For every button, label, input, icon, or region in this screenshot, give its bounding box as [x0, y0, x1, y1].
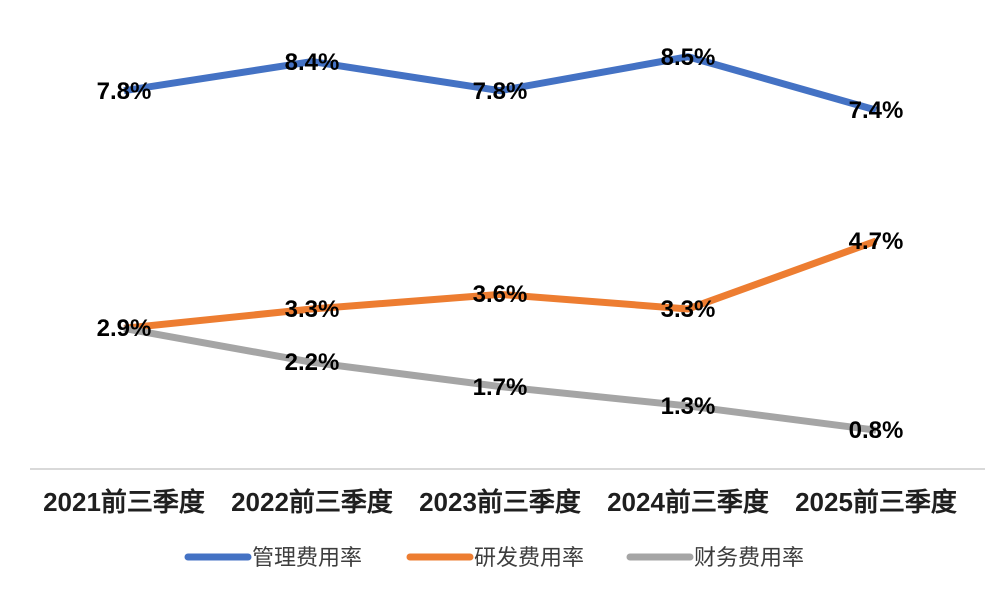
series-line-1	[123, 237, 878, 332]
series-line-0	[123, 53, 877, 114]
data-label-2-4: 0.8%	[849, 417, 904, 444]
legend-label-1: 研发费用率	[474, 545, 584, 570]
data-label-0-2: 7.8%	[473, 78, 528, 105]
data-label-0-0: 7.8%	[97, 78, 152, 105]
x-axis-label-2: 2023前三季度	[419, 487, 581, 517]
data-label-1-1: 3.3%	[285, 296, 340, 323]
legend-item-2: 财务费用率	[626, 545, 804, 570]
data-label-1-3: 3.3%	[661, 296, 716, 323]
data-label-1-0: 2.9%	[97, 315, 152, 342]
data-label-1-4: 4.7%	[849, 228, 904, 255]
data-label-0-1: 8.4%	[285, 49, 340, 76]
data-label-0-4: 7.4%	[849, 97, 904, 124]
x-axis-label-0: 2021前三季度	[43, 487, 205, 517]
x-axis-label-1: 2022前三季度	[231, 487, 393, 517]
data-label-1-2: 3.6%	[473, 281, 528, 308]
x-axis-label-4: 2025前三季度	[795, 487, 957, 517]
data-label-2-3: 1.3%	[661, 393, 716, 420]
legend-label-0: 管理费用率	[252, 545, 362, 570]
data-label-0-3: 8.5%	[661, 44, 716, 71]
series-line-2	[123, 324, 877, 434]
legend-label-2: 财务费用率	[694, 545, 804, 570]
x-axis-label-3: 2024前三季度	[607, 487, 769, 517]
legend-item-0: 管理费用率	[184, 545, 362, 570]
data-label-2-2: 1.7%	[473, 374, 528, 401]
legend-item-1: 研发费用率	[406, 545, 584, 570]
data-label-2-1: 2.2%	[285, 349, 340, 376]
